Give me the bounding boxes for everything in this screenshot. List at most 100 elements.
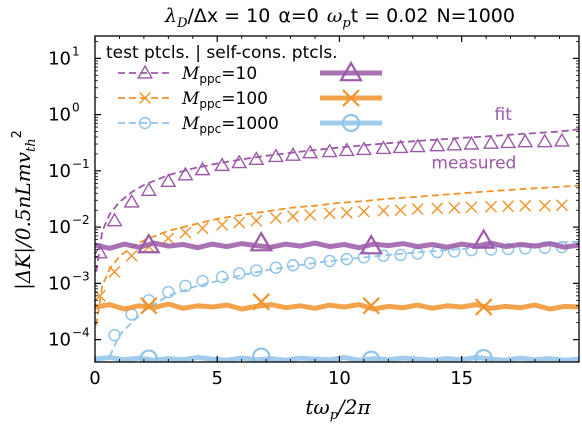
self-cons-marker-8-1 [252,347,271,362]
self-cons-marker-7-0-b [139,296,158,315]
test-marker-4-21-b [465,201,478,214]
test-marker-4-19 [431,202,444,215]
test-marker-4-26-b [555,199,568,212]
test-marker-4-21 [465,201,478,214]
plot-area: fit measured [95,105,579,362]
fit-line-0 [95,128,579,273]
self-cons-marker-7-0 [139,296,158,315]
test-marker-3-8 [231,154,248,169]
test-marker-4-19-b [431,202,444,215]
test-marker-4-12-b [304,208,317,221]
test-marker-5-4 [179,279,192,293]
xlabel-rest: /2π [336,395,371,419]
self-cons-marker-8-0 [139,349,158,362]
test-marker-5-6 [215,270,229,284]
test-marker-4-11 [287,210,299,223]
ylabel-main: |ΔK|/0.5nLmv [11,151,36,290]
y-tick-exp-3: −1 [72,157,90,171]
test-marker-3-1 [106,212,123,227]
y-axis-label: |ΔK|/0.5nLmvth2 [10,130,39,290]
title-omega-rest: t = 0.02 [351,5,429,27]
test-marker-4-18-b [411,203,424,215]
test-marker-4-13 [323,207,336,220]
fit-line-2 [108,240,579,357]
legend-test-marker-0 [136,64,154,79]
annotation-0: fit [495,105,513,125]
y-tick-label-3: 10 [48,161,71,182]
test-marker-4-24-b [519,199,532,212]
test-marker-5-8 [250,264,263,277]
title-lambda: λ [164,5,177,27]
test-marker-4-9-b [250,214,263,227]
y-tick-label-4: 10 [48,105,71,126]
test-marker-3-17 [392,139,409,154]
test-marker-5-9 [269,261,283,274]
legend-self-marker-0 [339,60,363,82]
test-marker-3-7 [214,157,231,172]
test-marker-3-5 [177,166,194,181]
self-cons-marker-7-1-b [252,293,271,311]
y-tick-label-0: 10 [48,330,71,351]
test-marker-4-4-b [162,232,175,245]
test-marker-4-6-b [196,222,209,235]
title-omega-sub: p [342,16,351,31]
ylabel-sup: 2 [10,130,25,138]
legend-self-marker-1-b [342,89,360,107]
test-marker-4-1 [108,265,121,278]
legend-label-0: Mppc=10 [181,64,257,86]
test-marker-4-0-b [95,289,106,302]
test-marker-5-7 [233,267,246,280]
test-marker-4-20-b [448,201,461,214]
test-marker-5-15 [377,249,390,262]
test-marker-3-16 [375,140,392,155]
legend-self-marker-1 [342,89,360,107]
y-tick-exp-0: −4 [72,326,90,340]
xlabel-sub: p [330,408,339,423]
self-cons-marker-8-3 [474,348,493,362]
test-marker-3-23 [500,134,517,149]
y-tick-exp-2: −2 [72,213,90,227]
plot-frame [94,35,580,363]
test-marker-4-16-b [377,204,390,217]
self-cons-line-6 [95,240,579,251]
self-cons-marker-8-2 [362,350,381,362]
test-marker-4-8 [233,216,246,229]
test-marker-3-6 [194,161,211,176]
legend-label-2: Mppc=1000 [181,114,279,136]
chart-title: λD/Δx = 10 α=0 ωpt = 0.02 N=1000 [164,5,515,31]
self-cons-marker-7-2 [362,296,381,315]
x-tick-label-1: 5 [211,368,222,389]
ylabel-sub: th [24,138,39,152]
test-marker-4-17 [394,204,407,217]
test-marker-5-13 [340,252,353,266]
self-cons-marker-6-0 [136,232,161,254]
test-marker-4-22-b [485,200,497,213]
test-marker-4-12 [304,208,317,221]
legend-self-marker-2 [341,113,361,133]
self-cons-marker-7-2-b [362,296,381,315]
test-marker-3-12 [302,144,319,159]
test-marker-5-16 [394,248,407,262]
test-marker-5-11 [303,256,317,270]
test-marker-4-1-b [108,265,121,278]
test-marker-3-21 [463,135,480,150]
test-marker-3-0 [95,244,108,259]
legend-header: test ptcls. | self-cons. ptcls. [106,43,338,63]
test-marker-3-2 [123,193,140,208]
test-marker-4-23-b [502,200,515,213]
plot-clipped [95,128,579,362]
x-axis-label: tωp/2π [305,395,371,423]
test-marker-4-8-b [233,216,246,229]
title-alpha: α=0 [278,5,319,27]
test-marker-3-11 [284,146,302,161]
self-cons-marker-6-2 [359,233,384,255]
test-marker-4-10 [269,212,282,225]
test-marker-3-26 [553,132,570,147]
self-cons-line-8 [95,355,579,362]
test-marker-3-18 [409,138,426,153]
test-marker-4-15-b [357,205,370,218]
xlabel-main: tω [305,395,329,419]
test-marker-4-15 [357,205,370,218]
test-marker-3-4 [160,173,177,188]
